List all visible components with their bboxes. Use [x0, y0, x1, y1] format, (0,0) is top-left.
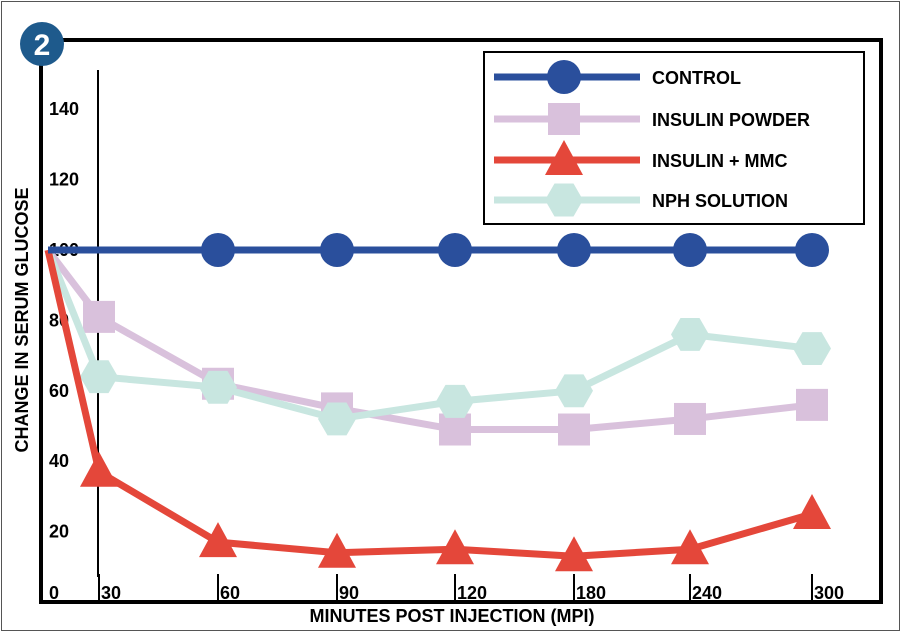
x-tick-label: 120 [457, 583, 487, 603]
legend-label: INSULIN POWDER [652, 110, 810, 130]
hexagon-marker [793, 332, 831, 366]
x-axis-ticks: 0 30 60 90 120 180 240 300 [49, 574, 844, 603]
panel-badge-circle [20, 22, 64, 66]
series-line [44, 249, 813, 560]
x-axis-label: MINUTES POST INJECTION (MPI) [309, 606, 594, 626]
triangle-marker [793, 494, 831, 529]
legend-entry: CONTROL [494, 60, 741, 94]
series-control [48, 233, 829, 267]
circle-marker [438, 233, 472, 267]
series-insulin-mmc [44, 249, 831, 572]
y-tick-label: 40 [49, 451, 69, 471]
y-axis-label: CHANGE IN SERUM GLUCOSE [12, 187, 32, 452]
series-insulin-powder [45, 247, 828, 446]
x-tick-label: 90 [339, 583, 359, 603]
legend: CONTROL INSULIN POWDER INSULIN + MMC NPH SO… [483, 51, 865, 225]
triangle-marker [545, 140, 583, 175]
hexagon-marker [80, 360, 118, 394]
series-nph-solution [44, 248, 831, 436]
circle-marker [557, 233, 591, 267]
legend-entry: INSULIN + MMC [494, 140, 788, 175]
hexagon-marker [436, 384, 474, 418]
x-tick-label: 300 [814, 583, 844, 603]
triangle-marker [436, 529, 474, 565]
y-tick-label: 120 [49, 170, 79, 190]
plot-border [39, 38, 883, 604]
square-marker [796, 388, 828, 421]
x-tick-label: 60 [220, 583, 240, 603]
square-marker [674, 402, 706, 435]
hexagon-marker [671, 318, 709, 351]
legend-box [483, 51, 865, 225]
legend-label: CONTROL [652, 68, 741, 88]
square-marker [548, 103, 580, 135]
series-line [44, 248, 813, 423]
legend-entry: INSULIN POWDER [494, 103, 810, 135]
panel-badge: 2 [20, 22, 64, 66]
circle-marker [547, 60, 581, 94]
series-layer [44, 233, 831, 572]
triangle-marker [318, 532, 356, 568]
x-tick-label: 180 [576, 583, 606, 603]
x-tick-label: 0 [49, 583, 59, 603]
series-line [45, 247, 813, 434]
circle-marker [201, 233, 235, 267]
hexagon-marker [318, 402, 356, 436]
triangle-marker [80, 451, 118, 487]
circle-marker [673, 233, 707, 267]
hexagon-marker [555, 374, 593, 408]
hexagon-marker [199, 370, 237, 404]
triangle-marker [199, 522, 237, 558]
legend-entry: NPH SOLUTION [494, 183, 788, 217]
square-marker [83, 300, 115, 333]
triangle-marker [555, 536, 593, 572]
circle-marker [320, 233, 354, 267]
y-tick-label: 20 [49, 522, 69, 542]
y-tick-label: 60 [49, 381, 69, 401]
y-tick-label: 140 [49, 99, 79, 119]
legend-label: INSULIN + MMC [652, 151, 788, 171]
circle-marker [795, 233, 829, 267]
triangle-marker [671, 529, 709, 565]
x-tick-label: 240 [692, 583, 722, 603]
hexagon-marker [545, 183, 583, 217]
square-marker [558, 413, 590, 446]
square-marker [439, 413, 471, 446]
legend-label: NPH SOLUTION [652, 191, 788, 211]
panel-badge-number: 2 [34, 29, 51, 62]
x-tick-label: 30 [101, 583, 121, 603]
